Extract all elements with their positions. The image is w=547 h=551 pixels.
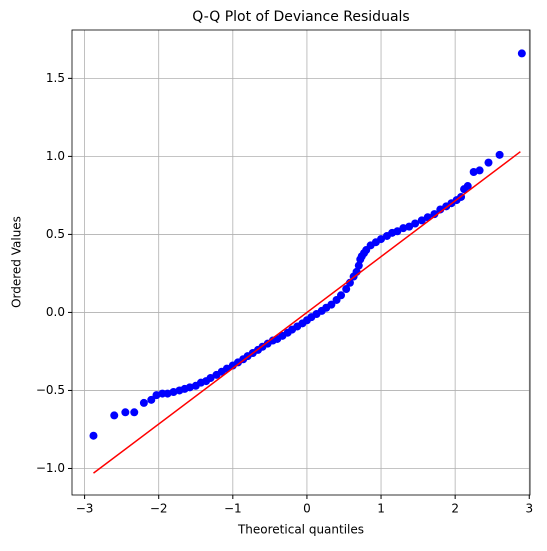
point bbox=[147, 395, 156, 404]
point bbox=[354, 261, 363, 270]
point bbox=[430, 210, 439, 219]
point bbox=[393, 227, 402, 236]
point bbox=[475, 166, 484, 175]
point bbox=[121, 408, 130, 417]
point bbox=[110, 411, 119, 420]
x-tick-label: 1 bbox=[377, 502, 385, 516]
plot-frame bbox=[71, 29, 531, 496]
point bbox=[327, 300, 336, 309]
x-tick-label: 0 bbox=[303, 502, 311, 516]
x-tick-label: −3 bbox=[76, 502, 94, 516]
point bbox=[517, 49, 526, 58]
y-tick-label: 0.0 bbox=[46, 305, 65, 319]
fit-line bbox=[93, 151, 521, 474]
point bbox=[342, 285, 351, 294]
point bbox=[463, 182, 472, 191]
y-tick-label: 1.5 bbox=[46, 71, 65, 85]
point bbox=[411, 219, 420, 228]
point bbox=[417, 216, 426, 225]
y-tick-label: −0.5 bbox=[36, 383, 65, 397]
x-tick-label: −1 bbox=[224, 502, 242, 516]
point bbox=[337, 291, 346, 300]
y-axis-label: Ordered Values bbox=[10, 216, 24, 308]
x-axis-label: Theoretical quantiles bbox=[237, 523, 364, 537]
point bbox=[377, 235, 386, 244]
point bbox=[139, 398, 148, 407]
point bbox=[405, 222, 414, 231]
y-tick-label: −1.0 bbox=[36, 461, 65, 475]
x-tick-label: 2 bbox=[451, 502, 459, 516]
point bbox=[436, 205, 445, 214]
x-tick-label: 3 bbox=[525, 502, 533, 516]
chart-title: Q-Q Plot of Deviance Residuals bbox=[192, 9, 409, 25]
y-tick-label: 0.5 bbox=[46, 227, 65, 241]
point bbox=[484, 158, 493, 167]
point bbox=[130, 408, 139, 417]
x-tick-label: −2 bbox=[150, 502, 168, 516]
point bbox=[495, 150, 504, 159]
point bbox=[89, 431, 98, 440]
point bbox=[206, 373, 215, 382]
y-tick-label: 1.0 bbox=[46, 149, 65, 163]
